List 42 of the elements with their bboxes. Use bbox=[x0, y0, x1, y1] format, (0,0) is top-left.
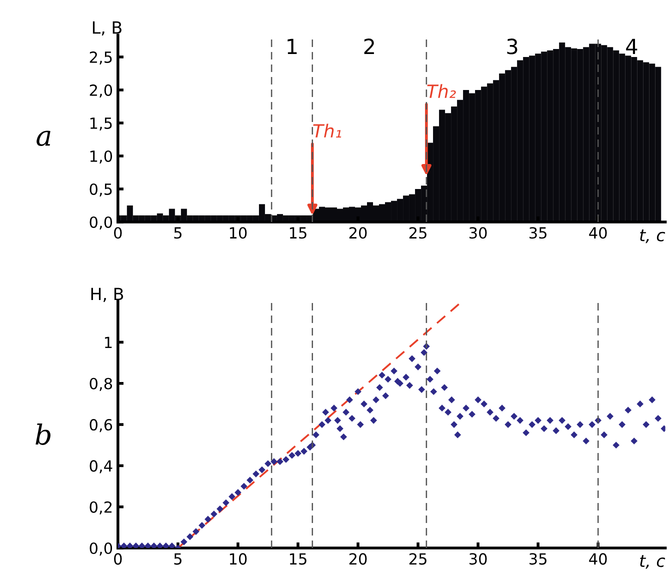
x-tick-label: 0 bbox=[114, 227, 122, 239]
x-tick-label: 20 bbox=[349, 227, 367, 239]
text: b bbox=[36, 423, 50, 445]
x-tick-label: 40 bbox=[589, 227, 607, 239]
annotation: 4 bbox=[626, 38, 638, 54]
x-tick-label: 5 bbox=[174, 553, 182, 565]
y-tick-label: 1 bbox=[105, 336, 112, 348]
x-tick-label: 5 bbox=[174, 227, 182, 239]
y-tick-label: 0,2 bbox=[90, 501, 112, 514]
annotation: 3 bbox=[507, 38, 518, 54]
annotation: 2 bbox=[364, 38, 374, 54]
annotation: Th₂ bbox=[427, 84, 456, 98]
y-tick-label: 0,4 bbox=[90, 460, 112, 474]
x-tick-label: 30 bbox=[469, 227, 487, 239]
annotation: Th₁ bbox=[313, 124, 342, 138]
x-tick-label: 30 bbox=[469, 553, 487, 565]
y-tick-label: 0,0 bbox=[90, 542, 112, 556]
y-axis-title: L, В bbox=[92, 21, 122, 36]
x-tick-label: 20 bbox=[349, 553, 367, 565]
x-tick-label: 15 bbox=[290, 227, 306, 239]
x-tick-label: 10 bbox=[230, 227, 247, 239]
x-axis-title: t, с bbox=[640, 555, 666, 569]
x-tick-label: 10 bbox=[230, 553, 247, 565]
y-tick-label: 2,0 bbox=[90, 84, 112, 98]
x-tick-label: 40 bbox=[589, 553, 607, 565]
x-tick-label: 0 bbox=[114, 553, 122, 565]
x-tick-label: 25 bbox=[409, 227, 426, 239]
y-tick-label: 0,8 bbox=[90, 378, 112, 391]
x-axis-title: t, с bbox=[640, 229, 666, 244]
x-tick-label: 35 bbox=[530, 227, 546, 239]
x-tick-label: 15 bbox=[290, 553, 306, 565]
y-tick-label: 0,6 bbox=[90, 419, 112, 432]
y-axis-title: H, В bbox=[91, 288, 124, 302]
y-tick-label: 1,5 bbox=[90, 118, 112, 131]
y-tick-label: 2,5 bbox=[90, 51, 112, 65]
text: a bbox=[36, 130, 50, 146]
y-tick-label: 1,0 bbox=[90, 150, 112, 164]
x-tick-label: 35 bbox=[530, 553, 546, 565]
x-tick-label: 25 bbox=[409, 553, 426, 565]
y-tick-label: 0,0 bbox=[90, 216, 112, 230]
y-tick-label: 0,5 bbox=[90, 183, 112, 197]
annotation: 1 bbox=[288, 38, 297, 54]
